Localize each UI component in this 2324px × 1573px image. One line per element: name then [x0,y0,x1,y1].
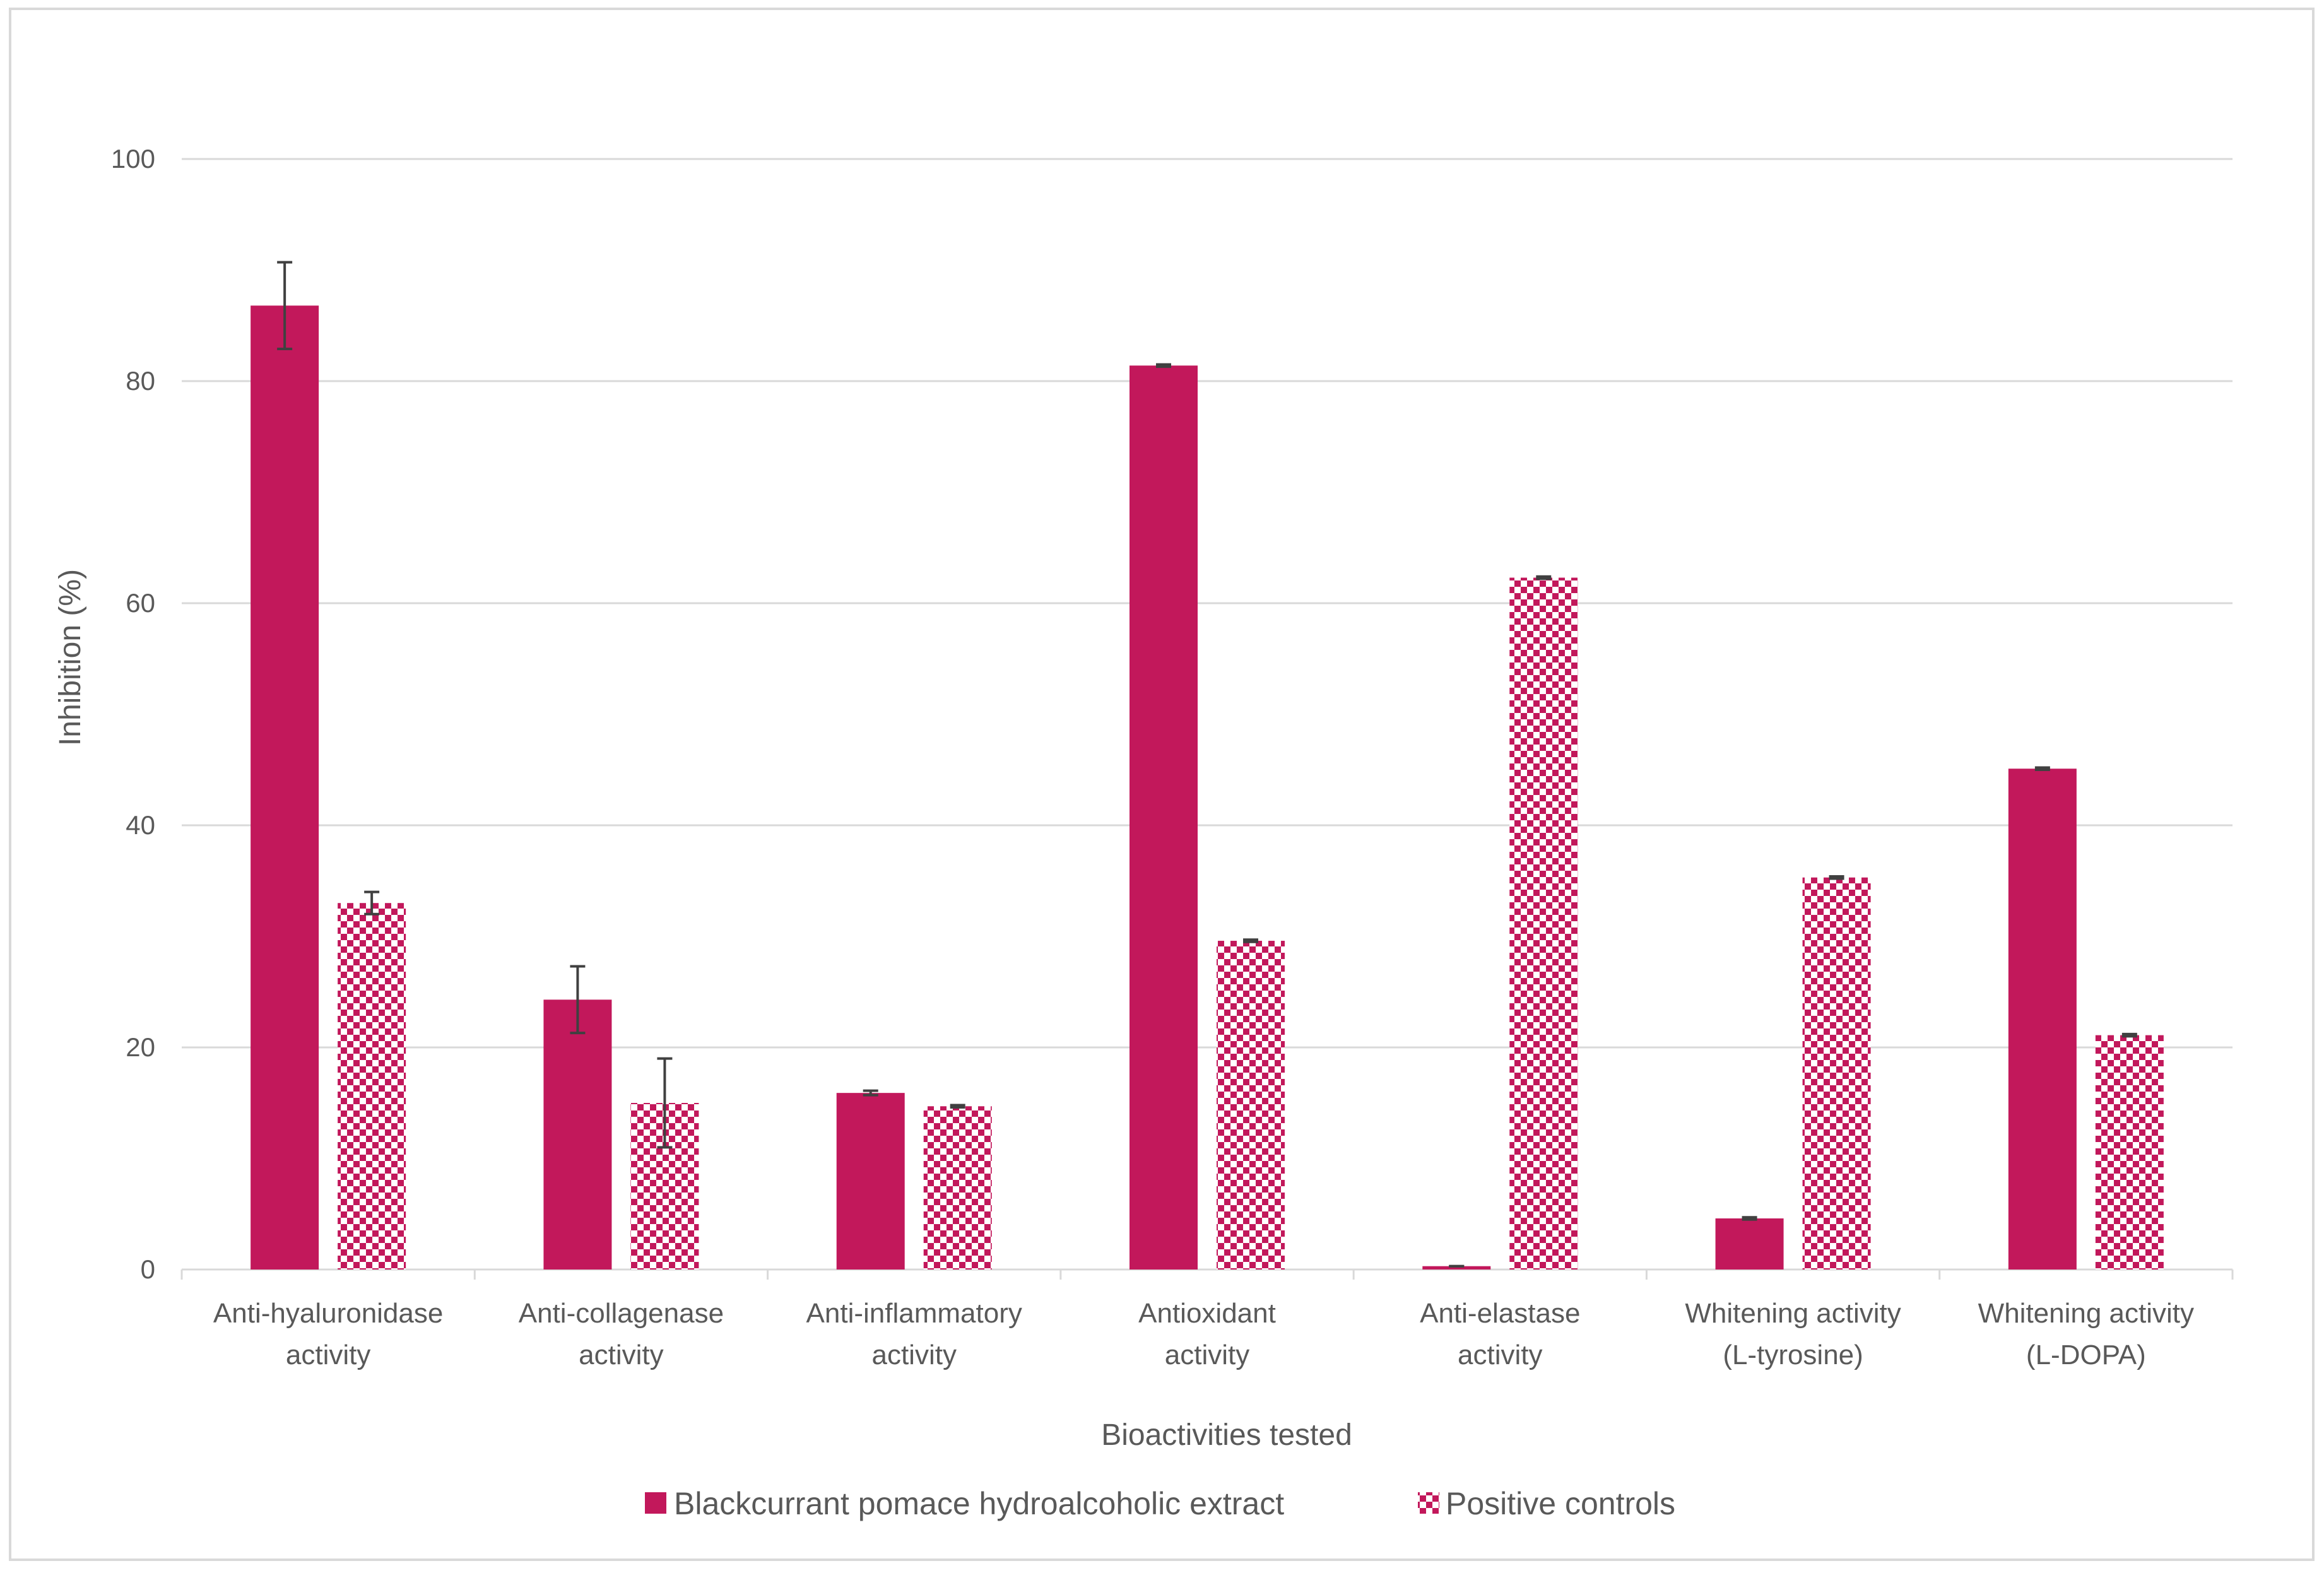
x-category-label: Anti-hyaluronidase [213,1298,443,1329]
x-category-label: activity [1458,1340,1542,1370]
legend-label-positive-controls: Positive controls [1446,1486,1675,1521]
error-bar [1243,938,1258,943]
x-category-label: activity [286,1340,370,1370]
error-bar [2121,1032,2137,1038]
y-tick-label: 20 [126,1032,155,1062]
x-category-label: (L-DOPA) [2026,1340,2146,1370]
x-category-label: activity [1165,1340,1249,1370]
error-bar [863,1089,878,1097]
x-category-label: (L-tyrosine) [1723,1340,1863,1370]
x-category-label: Whitening activity [1978,1298,2194,1329]
bar-extract [1715,1218,1784,1270]
error-bar [657,1057,673,1149]
bar-extract [543,999,612,1270]
bar-positive-control [1802,877,1871,1270]
x-category-label: Anti-collagenase [519,1298,724,1329]
bar-extract [251,305,319,1270]
gridlines [180,158,2234,1280]
legend: Blackcurrant pomace hydroalcoholic extra… [645,1486,1675,1521]
y-tick-label: 0 [141,1254,155,1284]
y-tick-label: 40 [126,810,155,840]
bar-positive-control [2095,1035,2164,1270]
x-category-label: activity [871,1340,956,1370]
error-bar [364,890,380,916]
legend-swatch-extract [645,1492,666,1514]
y-tick-label: 100 [111,144,155,174]
y-tick-label: 80 [126,366,155,396]
error-bar [950,1104,965,1109]
x-category-label: activity [579,1340,663,1370]
bar-extract [2008,769,2077,1270]
error-bar [570,965,586,1035]
x-axis-category-labels: Anti-hyaluronidase activity Anti-collagena… [213,1298,2194,1370]
bar-extract [1130,365,1198,1270]
x-category-label: Anti-inflammatory [806,1298,1022,1329]
x-category-label: Anti-elastase [1420,1298,1580,1329]
bars [251,305,2164,1270]
bar-positive-control [338,903,406,1270]
bar-positive-control [923,1106,992,1270]
x-axis-title: Bioactivities tested [1101,1418,1352,1452]
y-axis-tick-labels: 0 20 40 60 80 100 [111,144,155,1284]
error-bar [1742,1216,1757,1221]
bar-positive-control [1509,577,1578,1270]
bar-extract [836,1093,905,1270]
legend-label-extract: Blackcurrant pomace hydroalcoholic extra… [674,1486,1284,1521]
error-bars [277,261,2137,1268]
x-category-label: Antioxidant [1138,1298,1276,1329]
x-category-label: Whitening activity [1685,1298,1901,1329]
error-bar [1536,575,1552,580]
error-bar [277,261,293,350]
error-bar [1156,363,1171,368]
y-tick-label: 60 [126,588,155,618]
y-axis-title: Inhibition (%) [54,569,87,746]
error-bar [1829,875,1844,880]
error-bar [2034,766,2050,771]
bar-positive-control [1217,941,1285,1270]
bar-extract [1422,1266,1491,1270]
legend-swatch-positive-controls [1418,1492,1439,1514]
